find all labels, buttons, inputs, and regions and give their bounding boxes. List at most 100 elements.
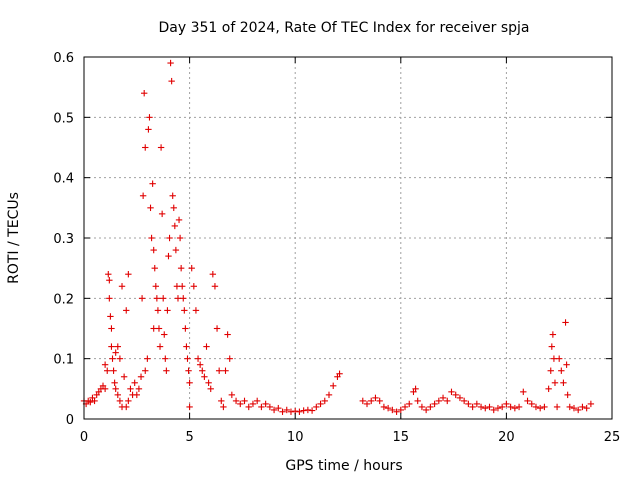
data-point (321, 397, 328, 405)
data-point (158, 210, 166, 218)
data-point (108, 343, 115, 350)
data-point (397, 406, 404, 414)
data-point (91, 397, 98, 405)
tick-labels: 0 5 10 15 20 25 0 0.1 0.2 0.3 0.4 0.5 0.6 (53, 51, 620, 445)
data-point (587, 400, 595, 408)
data-point (536, 404, 544, 412)
data-point (241, 397, 248, 405)
data-point (165, 252, 172, 260)
data-point (317, 400, 324, 408)
data-point (190, 283, 198, 290)
data-point (427, 403, 434, 411)
data-point (171, 222, 179, 230)
data-point (112, 385, 119, 393)
data-point (183, 343, 190, 350)
data-point (579, 403, 586, 411)
data-point (551, 379, 559, 386)
data-point (380, 403, 388, 411)
data-point (154, 307, 162, 314)
data-point (181, 307, 188, 314)
data-point (203, 343, 210, 350)
data-point (207, 385, 214, 393)
plot-frame (83, 56, 613, 420)
data-point (376, 397, 383, 405)
data-point (140, 90, 148, 97)
data-point (188, 264, 195, 272)
data-point (418, 403, 426, 411)
data-point (548, 343, 556, 350)
data-point (494, 404, 502, 412)
data-point (583, 404, 590, 412)
data-point (118, 283, 126, 290)
data-point (575, 406, 582, 414)
data-point (237, 400, 244, 408)
data-point (146, 114, 153, 121)
data-point (192, 307, 200, 314)
data-point (511, 404, 519, 412)
data-point (473, 400, 481, 408)
data-point (232, 397, 240, 405)
x-tick-label: 20 (498, 430, 515, 445)
data-point (114, 343, 121, 350)
data-point (110, 367, 117, 374)
data-point (125, 271, 132, 278)
data-point (153, 295, 161, 302)
data-point (562, 319, 569, 326)
data-point (185, 367, 192, 374)
data-point (106, 295, 113, 302)
y-tick-label: 0 (66, 413, 74, 428)
data-point (431, 400, 438, 408)
data-point (149, 180, 156, 187)
data-point (253, 397, 261, 405)
data-point (161, 331, 168, 338)
data-point (393, 408, 400, 415)
data-point (296, 408, 303, 415)
data-point (172, 246, 180, 254)
data-point (490, 406, 497, 414)
data-point (142, 367, 149, 374)
data-point (532, 403, 540, 411)
data-point (258, 403, 265, 411)
data-point (168, 77, 175, 85)
data-point (507, 403, 514, 411)
data-point (414, 397, 421, 405)
data-point (226, 355, 233, 362)
data-point (142, 144, 149, 151)
data-point (114, 391, 121, 399)
data-point (336, 370, 343, 377)
data-point (558, 367, 565, 374)
data-point (541, 403, 548, 411)
data-point (222, 367, 229, 374)
data-point (147, 204, 154, 212)
y-axis-label: ROTI / TECUs (6, 192, 22, 284)
data-point (330, 382, 337, 390)
data-point (179, 283, 186, 290)
x-tick-label: 15 (393, 430, 410, 445)
data-point (564, 391, 571, 399)
data-point (213, 325, 221, 332)
chart-title: Day 351 of 2024, Rate Of TEC Index for r… (158, 20, 529, 36)
data-point (177, 264, 185, 272)
axis-ticks (83, 56, 613, 420)
data-point (372, 394, 379, 402)
data-point (169, 192, 176, 199)
data-point (304, 406, 312, 414)
data-point (563, 361, 570, 368)
data-point (109, 355, 116, 362)
data-point (412, 385, 419, 393)
data-point (503, 400, 510, 408)
data-point (155, 325, 163, 332)
data-point (300, 407, 307, 414)
data-point (105, 271, 112, 278)
data-point (498, 403, 506, 411)
data-point (266, 403, 274, 411)
y-tick-label: 0.1 (53, 353, 74, 368)
data-point (194, 355, 202, 362)
data-point (164, 307, 171, 314)
data-point (186, 403, 193, 411)
data-point (116, 397, 124, 405)
data-point (167, 59, 174, 67)
data-point (125, 397, 132, 405)
data-point (313, 403, 320, 411)
data-point (196, 361, 204, 368)
